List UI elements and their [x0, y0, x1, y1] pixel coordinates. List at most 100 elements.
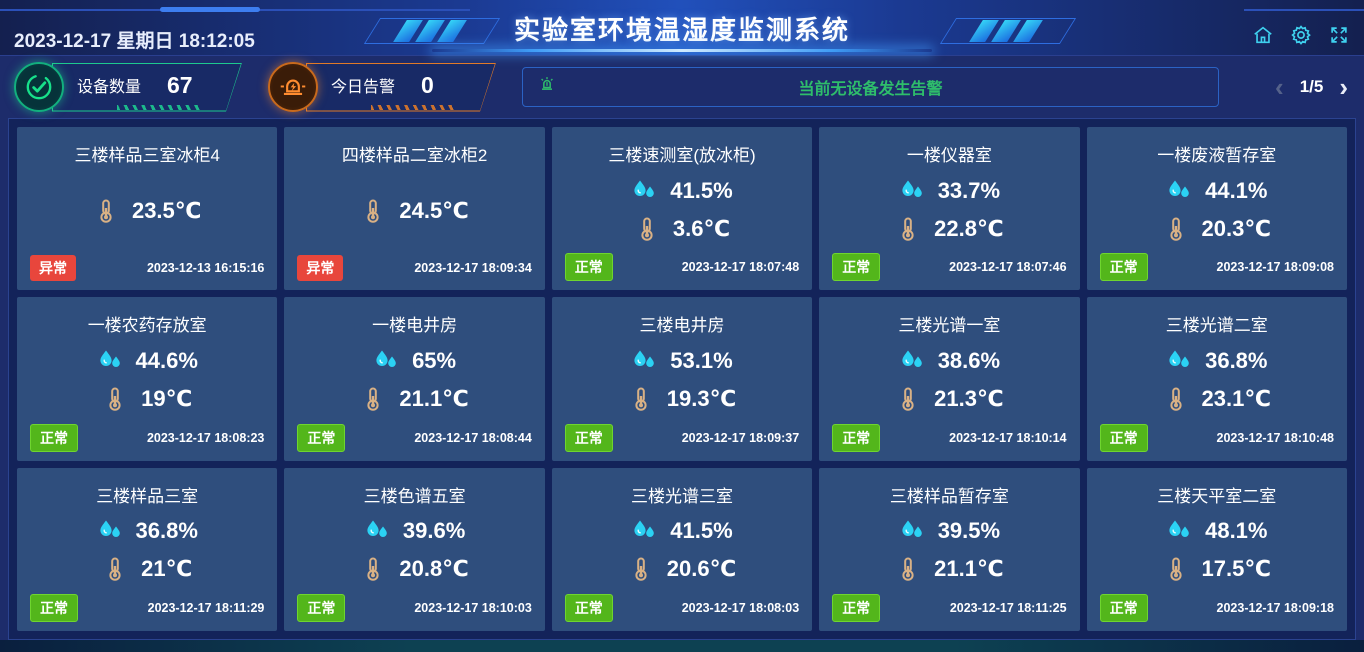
- humidity-drops-icon: [631, 518, 657, 544]
- temperature-value: 22.8℃: [934, 215, 1004, 241]
- thermometer-icon: [102, 556, 128, 582]
- thermometer-icon: [895, 216, 921, 242]
- humidity-row: 39.5%: [899, 518, 1000, 544]
- today-alarm-stat: 今日告警 0: [268, 62, 496, 112]
- device-card[interactable]: 一楼农药存放室 44.6% 19℃ 正常 2023-12-17 18:08:23: [17, 297, 278, 461]
- temperature-value: 20.6℃: [666, 556, 737, 582]
- reading-timestamp: 2023-12-13 16:15:16: [146, 261, 265, 276]
- room-name: 三楼天平室二室: [1157, 486, 1277, 506]
- reading-timestamp: 2023-12-17 18:09:18: [1216, 600, 1334, 615]
- device-card[interactable]: 三楼光谱三室 41.5% 20.6℃ 正常 2023-12-17 18:08:0…: [551, 467, 813, 631]
- temperature-value: 17.5℃: [1201, 556, 1272, 582]
- humidity-row: 36.8%: [1166, 348, 1267, 374]
- device-card[interactable]: 一楼电井房 65% 21.1℃ 正常 2023-12-17 18:08:44: [284, 297, 545, 461]
- temperature-value: 23.5℃: [131, 197, 202, 223]
- temperature-row: 19℃: [102, 386, 192, 412]
- device-card[interactable]: 三楼电井房 53.1% 19.3℃ 正常 2023-12-17 18:09:37: [551, 297, 813, 461]
- temperature-row: 19.3℃: [628, 386, 736, 412]
- temperature-value: 21.1℃: [934, 556, 1004, 582]
- status-badge: 正常: [564, 253, 613, 282]
- humidity-value: 33.7%: [937, 177, 1001, 203]
- status-badge: 正常: [564, 423, 613, 452]
- device-card[interactable]: 三楼样品三室 36.8% 21℃ 正常 2023-12-17 18:11:29: [17, 467, 278, 631]
- temperature-value: 24.5℃: [399, 197, 469, 223]
- header-deco-line-right: [1244, 9, 1364, 11]
- humidity-value: 36.8%: [1205, 348, 1268, 374]
- device-card[interactable]: 三楼速测室(放冰柜) 41.5% 3.6℃ 正常 2023-12-17 18:0…: [551, 127, 813, 291]
- status-badge: 正常: [832, 593, 881, 622]
- temperature-row: 20.8℃: [360, 556, 469, 582]
- room-name: 三楼样品三室: [96, 486, 199, 506]
- temperature-row: 21℃: [102, 556, 192, 582]
- device-card[interactable]: 三楼光谱一室 38.6% 21.3℃ 正常 2023-12-17 18:10:1…: [819, 297, 1080, 461]
- reading-timestamp: 2023-12-17 18:08:23: [146, 430, 265, 445]
- pagination: ‹ 1/5 ›: [1275, 74, 1348, 100]
- temperature-row: 21.1℃: [360, 385, 469, 412]
- temperature-row: 23.1℃: [1163, 386, 1271, 412]
- reading-timestamp: 2023-12-17 18:11:29: [147, 600, 265, 615]
- device-check-icon: [14, 62, 64, 112]
- header-glow-line: [432, 49, 932, 52]
- humidity-value: 36.8%: [135, 518, 198, 544]
- temperature-value: 19.3℃: [666, 385, 737, 411]
- humidity-row: 41.5%: [631, 518, 733, 544]
- humidity-row: 33.7%: [899, 178, 1000, 204]
- device-card[interactable]: 一楼废液暂存室 44.1% 20.3℃ 正常 2023-12-17 18:09:…: [1086, 127, 1347, 291]
- top-bar: 设备数量 67 今日告警 0 当前无设备发生告警: [14, 62, 1352, 112]
- page-indicator: 1/5: [1299, 77, 1324, 96]
- temperature-row: 22.8℃: [895, 215, 1004, 242]
- device-card[interactable]: 三楼色谱五室 39.6% 20.8℃ 正常 2023-12-17 18:10:0…: [284, 467, 545, 631]
- room-name: 三楼速测室(放冰柜): [608, 146, 756, 165]
- gear-icon[interactable]: [1290, 24, 1312, 46]
- thermometer-icon: [93, 198, 119, 224]
- status-badge: 正常: [30, 593, 78, 622]
- room-name: 一楼废液暂存室: [1157, 146, 1277, 165]
- temperature-row: 21.1℃: [895, 556, 1004, 582]
- page-title: 实验室环境温湿度监测系统: [513, 15, 850, 45]
- thermometer-icon: [628, 556, 654, 582]
- temperature-value: 3.6℃: [672, 215, 731, 241]
- device-card[interactable]: 一楼仪器室 33.7% 22.8℃ 正常 2023-12-17 18:07:46: [819, 127, 1080, 291]
- humidity-drops-icon: [364, 518, 390, 544]
- next-page-icon[interactable]: ›: [1339, 72, 1348, 102]
- humidity-drops-icon: [899, 518, 925, 544]
- alert-message: 当前无设备发生告警: [798, 81, 943, 98]
- humidity-row: 36.8%: [97, 518, 198, 544]
- humidity-drops-icon: [1166, 178, 1192, 204]
- device-card[interactable]: 三楼样品三室冰柜4 23.5℃ 异常 2023-12-13 16:15:16: [17, 127, 278, 291]
- room-name: 三楼光谱一室: [898, 316, 1001, 336]
- status-badge: 正常: [297, 423, 346, 452]
- prev-page-icon[interactable]: ‹: [1275, 72, 1284, 102]
- humidity-value: 44.1%: [1205, 177, 1268, 203]
- humidity-value: 38.6%: [937, 348, 1001, 374]
- temperature-value: 21.3℃: [934, 385, 1004, 411]
- humidity-row: 48.1%: [1166, 518, 1267, 544]
- home-icon[interactable]: [1252, 24, 1274, 46]
- device-card[interactable]: 三楼天平室二室 48.1% 17.5℃ 正常 2023-12-17 18:09:…: [1086, 467, 1347, 631]
- humidity-value: 39.6%: [402, 518, 466, 544]
- room-name: 三楼光谱二室: [1165, 316, 1268, 336]
- humidity-row: 41.5%: [631, 178, 733, 204]
- device-card[interactable]: 四楼样品二室冰柜2 24.5℃ 异常 2023-12-17 18:09:34: [284, 127, 545, 291]
- temperature-row: 24.5℃: [360, 197, 469, 224]
- humidity-drops-icon: [1166, 518, 1192, 544]
- alert-banner: 当前无设备发生告警: [522, 67, 1220, 107]
- room-name: 一楼仪器室: [906, 146, 992, 165]
- thermometer-icon: [1163, 386, 1189, 412]
- status-badge: 正常: [564, 593, 613, 622]
- reading-timestamp: 2023-12-17 18:09:34: [414, 261, 532, 276]
- thermometer-icon: [102, 386, 128, 412]
- status-badge: 正常: [1099, 253, 1148, 282]
- reading-timestamp: 2023-12-17 18:11:25: [949, 600, 1067, 615]
- fullscreen-icon[interactable]: [1328, 24, 1350, 46]
- humidity-drops-icon: [899, 348, 925, 374]
- device-card[interactable]: 三楼样品暂存室 39.5% 21.1℃ 正常 2023-12-17 18:11:…: [819, 467, 1080, 631]
- device-card[interactable]: 三楼光谱二室 36.8% 23.1℃ 正常 2023-12-17 18:10:4…: [1086, 297, 1347, 461]
- thermometer-icon: [1163, 216, 1189, 242]
- temperature-value: 23.1℃: [1201, 385, 1272, 411]
- humidity-row: 44.1%: [1166, 178, 1267, 204]
- thermometer-icon: [360, 556, 386, 582]
- humidity-drops-icon: [373, 348, 399, 374]
- temperature-value: 21.1℃: [399, 385, 469, 411]
- thermometer-icon: [360, 198, 386, 224]
